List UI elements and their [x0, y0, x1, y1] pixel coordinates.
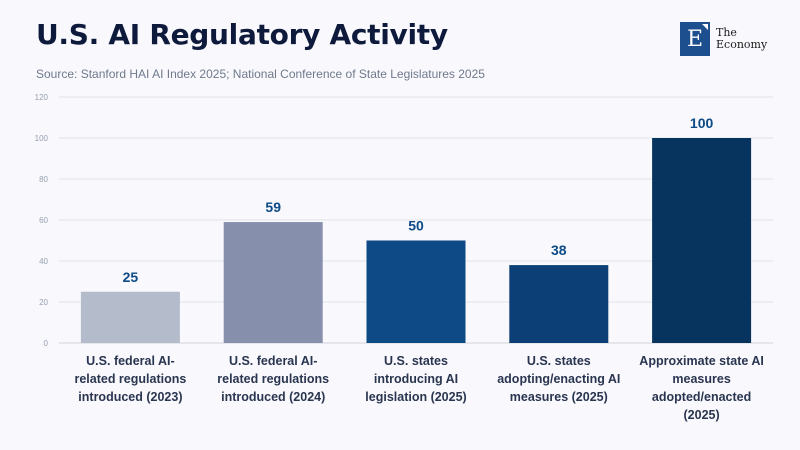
y-tick-label: 80 [39, 175, 48, 184]
bar [652, 138, 752, 343]
chart-title: U.S. AI Regulatory Activity [36, 18, 448, 51]
x-category-label-line: U.S. states [526, 354, 591, 368]
x-category-label: U.S. federal AI-related regulations intro… [60, 352, 200, 406]
x-category-label-line: related regulations [74, 372, 187, 386]
x-category-label-line: introduced (2023) [78, 390, 183, 404]
logo-e-icon: E [680, 22, 710, 56]
y-tick-label: 60 [39, 216, 48, 225]
x-category-label-line: Approximate state AI [639, 354, 764, 368]
y-tick-label: 20 [39, 298, 48, 307]
x-category-label-line: measures [672, 372, 731, 386]
x-category-label-line: measures (2025) [509, 390, 608, 404]
y-tick-label: 0 [44, 339, 49, 348]
the-economy-logo: E The Economy [680, 22, 767, 56]
x-category-label-line: adopted/enacted [651, 390, 752, 404]
bar [509, 265, 609, 343]
bar-value-label: 50 [408, 218, 424, 234]
x-category-label-line: introduced (2024) [221, 390, 326, 404]
x-category-label-line: introducing AI [373, 372, 459, 386]
x-category-label-line: adopting/enacting AI [497, 372, 621, 386]
x-category-label: Approximate state AI measures adopted/enac… [632, 352, 772, 424]
x-category-label-line: U.S. federal AI- [228, 354, 318, 368]
x-category-label-line: U.S. federal AI- [86, 354, 175, 368]
x-category-label-line: (2025) [683, 408, 720, 422]
bar-value-label: 38 [551, 242, 567, 258]
y-tick-label: 100 [35, 134, 49, 143]
x-category-label-line: U.S. states [384, 354, 448, 368]
bar-value-label: 59 [265, 199, 281, 215]
y-tick-label: 40 [39, 257, 48, 266]
x-category-label-line: related regulations [217, 372, 330, 386]
bar [223, 222, 323, 343]
x-category-label: U.S. federal AI-related regulations intro… [203, 352, 343, 406]
bar-value-label: 25 [123, 269, 139, 285]
x-category-label: U.S. states adopting/enacting AI measures … [489, 352, 629, 406]
x-category-label-line: legislation (2025) [365, 390, 467, 404]
bar-value-label: 100 [690, 115, 714, 131]
y-tick-label: 120 [35, 93, 49, 102]
bar [80, 291, 180, 343]
chart-source: Source: Stanford HAI AI Index 2025; Nati… [36, 67, 485, 81]
logo-wordmark: The Economy [716, 26, 768, 51]
x-category-label: U.S. states introducing AI legislation (20… [346, 352, 486, 406]
bar [366, 240, 466, 343]
